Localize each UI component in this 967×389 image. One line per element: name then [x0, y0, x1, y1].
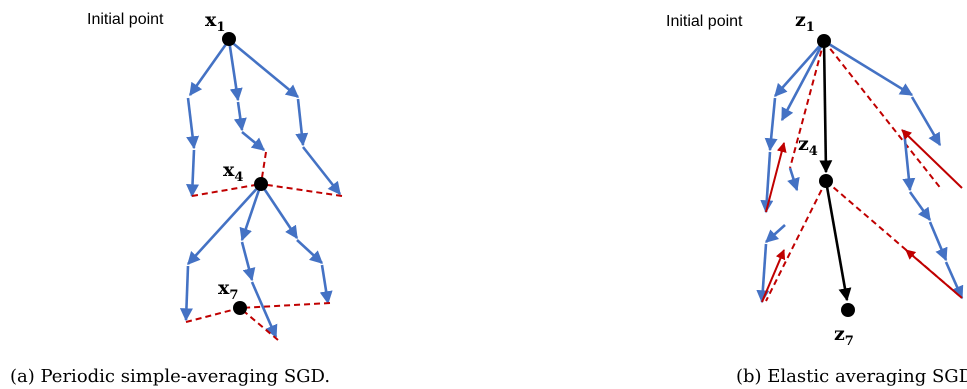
panel-a-averaging-round2 [185, 302, 331, 341]
z4-label: z4 [798, 133, 818, 159]
x1-node [222, 32, 236, 46]
panel-b-caption: (b) Elastic averaging SGD. [736, 366, 967, 387]
panel-b-right-worker-pull [901, 129, 963, 299]
panel-a-caption: (a) Periodic simple-averaging SGD. [10, 366, 330, 387]
panel-b-elastic-links [765, 40, 963, 302]
z7-node [841, 303, 855, 317]
z1-label: z1 [795, 9, 815, 35]
z7-label: z7 [834, 323, 854, 349]
x7-node [233, 301, 247, 315]
panel-b-right-worker-sgd [823, 39, 964, 300]
panel-a-initial-label: Initial point [87, 11, 164, 28]
x4-node [254, 177, 268, 191]
panel-b-initial-label: Initial point [666, 13, 743, 30]
panel-b: Initial point z1 z4 z7 (b) Elastic avera… [666, 9, 967, 387]
panel-a: Initial point x1 x4 x7 (a) Periodic simp… [10, 9, 343, 387]
z1-node [817, 34, 831, 48]
panel-a-averaging-round1 [191, 151, 343, 197]
panel-b-center-path [819, 40, 852, 302]
panel-b-left-worker-pull [761, 142, 787, 303]
panel-a-sgd-paths-round2 [179, 183, 333, 339]
z4-node [819, 174, 833, 188]
x7-label: x7 [218, 277, 238, 303]
panel-b-left-worker-sgd [756, 40, 826, 304]
x4-label: x4 [223, 159, 243, 185]
x1-label: x1 [205, 9, 225, 35]
panel-a-sgd-paths-round1 [186, 38, 342, 198]
